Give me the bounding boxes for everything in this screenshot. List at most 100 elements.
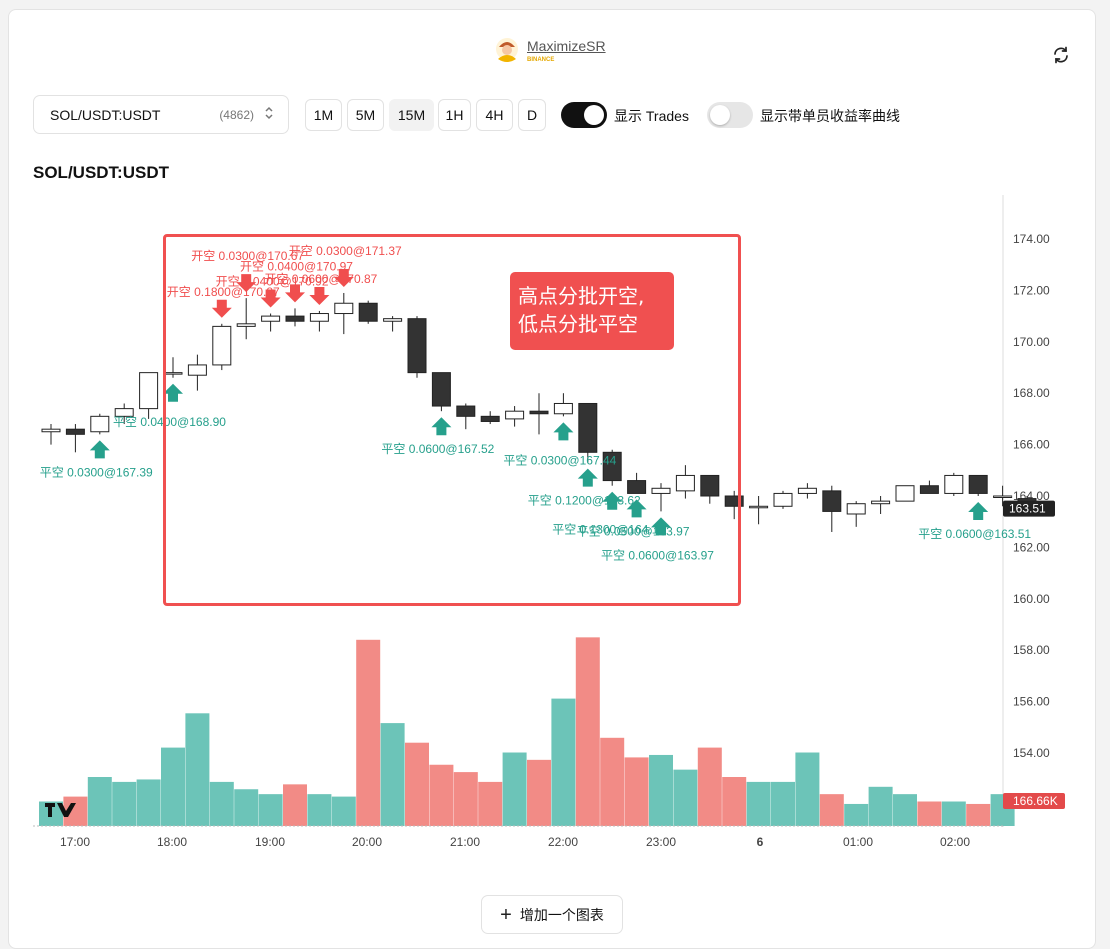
candle-body — [383, 318, 403, 322]
tradingview-logo-icon — [45, 803, 76, 817]
volume-bar — [600, 737, 625, 826]
timeframe-15m[interactable]: 15M — [389, 99, 434, 131]
time-tick-label: 01:00 — [843, 835, 873, 849]
timeframe-4h[interactable]: 4H — [476, 99, 513, 131]
brand-exchange: BINANCE — [527, 57, 555, 63]
candle-body — [456, 405, 476, 417]
volume-bar — [771, 781, 795, 826]
show-equity-toggle[interactable] — [707, 102, 753, 128]
trade-label: 开空 0.0300@171.37 — [289, 244, 402, 258]
candle-body — [553, 402, 573, 415]
price-tick-label: 170.00 — [1013, 335, 1050, 349]
volume-bar — [673, 769, 698, 826]
candle-body — [236, 323, 256, 327]
chart-svg[interactable]: 174.00172.00170.00168.00166.00164.00162.… — [33, 195, 1073, 855]
price-tick-label: 154.00 — [1013, 746, 1050, 760]
buy-arrow-icon — [577, 468, 598, 487]
candle-body — [505, 410, 525, 420]
volume-bar — [478, 781, 503, 826]
candle-body — [871, 500, 891, 505]
buy-arrow-icon — [431, 417, 452, 436]
candlestick-chart[interactable]: 174.00 172.00 170.00 168.00 166.00 164.00 162.… — [33, 195, 1073, 855]
refresh-icon[interactable] — [1051, 45, 1071, 65]
last-volume-label: 166.66K — [1013, 794, 1058, 808]
volume-bar — [331, 796, 356, 826]
trade-label: 开空 0.0600@170.87 — [264, 272, 377, 286]
time-tick-label: 6 — [757, 835, 764, 849]
trade-label: 平空 0.0400@168.90 — [113, 415, 226, 429]
candle-body — [846, 503, 866, 515]
sell-arrow-icon — [285, 284, 305, 303]
candle-body — [602, 451, 622, 482]
candle-body — [334, 302, 354, 315]
price-tick-label: 158.00 — [1013, 643, 1050, 657]
candle-body — [895, 485, 915, 502]
timeframe-1h[interactable]: 1H — [438, 99, 471, 131]
volume-bar — [502, 752, 527, 826]
candle-body — [261, 315, 281, 322]
show-trades-label: 显示 Trades — [614, 108, 689, 124]
price-tick-label: 160.00 — [1013, 592, 1050, 606]
candle-body — [944, 474, 964, 494]
time-tick-label: 02:00 — [940, 835, 970, 849]
candle-body — [431, 372, 451, 407]
volume-bar — [649, 754, 673, 826]
trade-label: 开空 0.0400@170.92 — [216, 275, 329, 289]
volume-bar — [161, 747, 185, 826]
candle-body — [90, 415, 110, 433]
candle-body — [651, 487, 671, 494]
price-tick-label: 168.00 — [1013, 386, 1050, 400]
annotation-callout: 高点分批开空, 低点分批平空 — [510, 272, 674, 350]
volume-bar — [917, 801, 942, 826]
timeframe-5m[interactable]: 5M — [347, 99, 384, 131]
volume-bar — [405, 742, 429, 826]
trade-label: 开空 0.0300@170.67 — [191, 249, 304, 263]
show-trades-toggle[interactable] — [561, 102, 607, 128]
brand[interactable]: MaximizeSR BINANCE — [495, 37, 606, 65]
time-tick-label: 21:00 — [450, 835, 480, 849]
buy-arrow-icon — [553, 422, 574, 441]
volume-bar — [112, 781, 137, 826]
buy-arrow-icon — [626, 499, 647, 518]
candle-body — [724, 495, 744, 507]
trade-label: 平空 0.0600@163.51 — [918, 527, 1031, 541]
volume-bar — [819, 794, 844, 826]
toggle-knob — [710, 105, 730, 125]
candle-body — [749, 505, 769, 509]
candle-body — [41, 428, 61, 433]
brand-name[interactable]: MaximizeSR — [527, 38, 606, 54]
volume-bar — [941, 801, 966, 826]
candle-body — [993, 495, 1013, 498]
candle-body — [578, 402, 598, 453]
volume-bar — [527, 759, 551, 826]
last-price-tag — [1003, 500, 1055, 517]
volume-bar — [795, 752, 820, 826]
timeframe-1m[interactable]: 1M — [305, 99, 342, 131]
symbol-select[interactable]: SOL/USDT:USDT (4862) — [33, 95, 289, 134]
price-tick-label: 156.00 — [1013, 695, 1050, 709]
buy-arrow-icon — [651, 517, 671, 536]
volume-bar — [87, 777, 112, 826]
time-tick-label: 20:00 — [352, 835, 382, 849]
candle-body — [968, 474, 988, 494]
add-chart-button[interactable]: + 增加一个图表 — [481, 895, 623, 934]
volume-bar — [966, 803, 991, 826]
buy-arrow-icon — [968, 502, 989, 520]
time-tick-label: 17:00 — [60, 835, 90, 849]
candle-body — [773, 492, 793, 507]
volume-bar — [307, 794, 332, 826]
volume-bar — [551, 698, 576, 826]
volume-bar — [844, 803, 869, 826]
volume-bar — [575, 637, 600, 826]
candle-body — [187, 364, 207, 376]
annotation-line-1: 高点分批开空, — [518, 284, 645, 308]
volume-bar — [429, 764, 454, 826]
volume-bar — [258, 794, 283, 826]
avatar — [495, 37, 519, 65]
timeframe-d[interactable]: D — [518, 99, 546, 131]
candle-body — [407, 318, 427, 374]
candle-body — [358, 302, 378, 322]
toggle-knob — [584, 105, 604, 125]
sell-arrow-icon — [309, 286, 330, 305]
buy-arrow-icon — [163, 383, 183, 402]
